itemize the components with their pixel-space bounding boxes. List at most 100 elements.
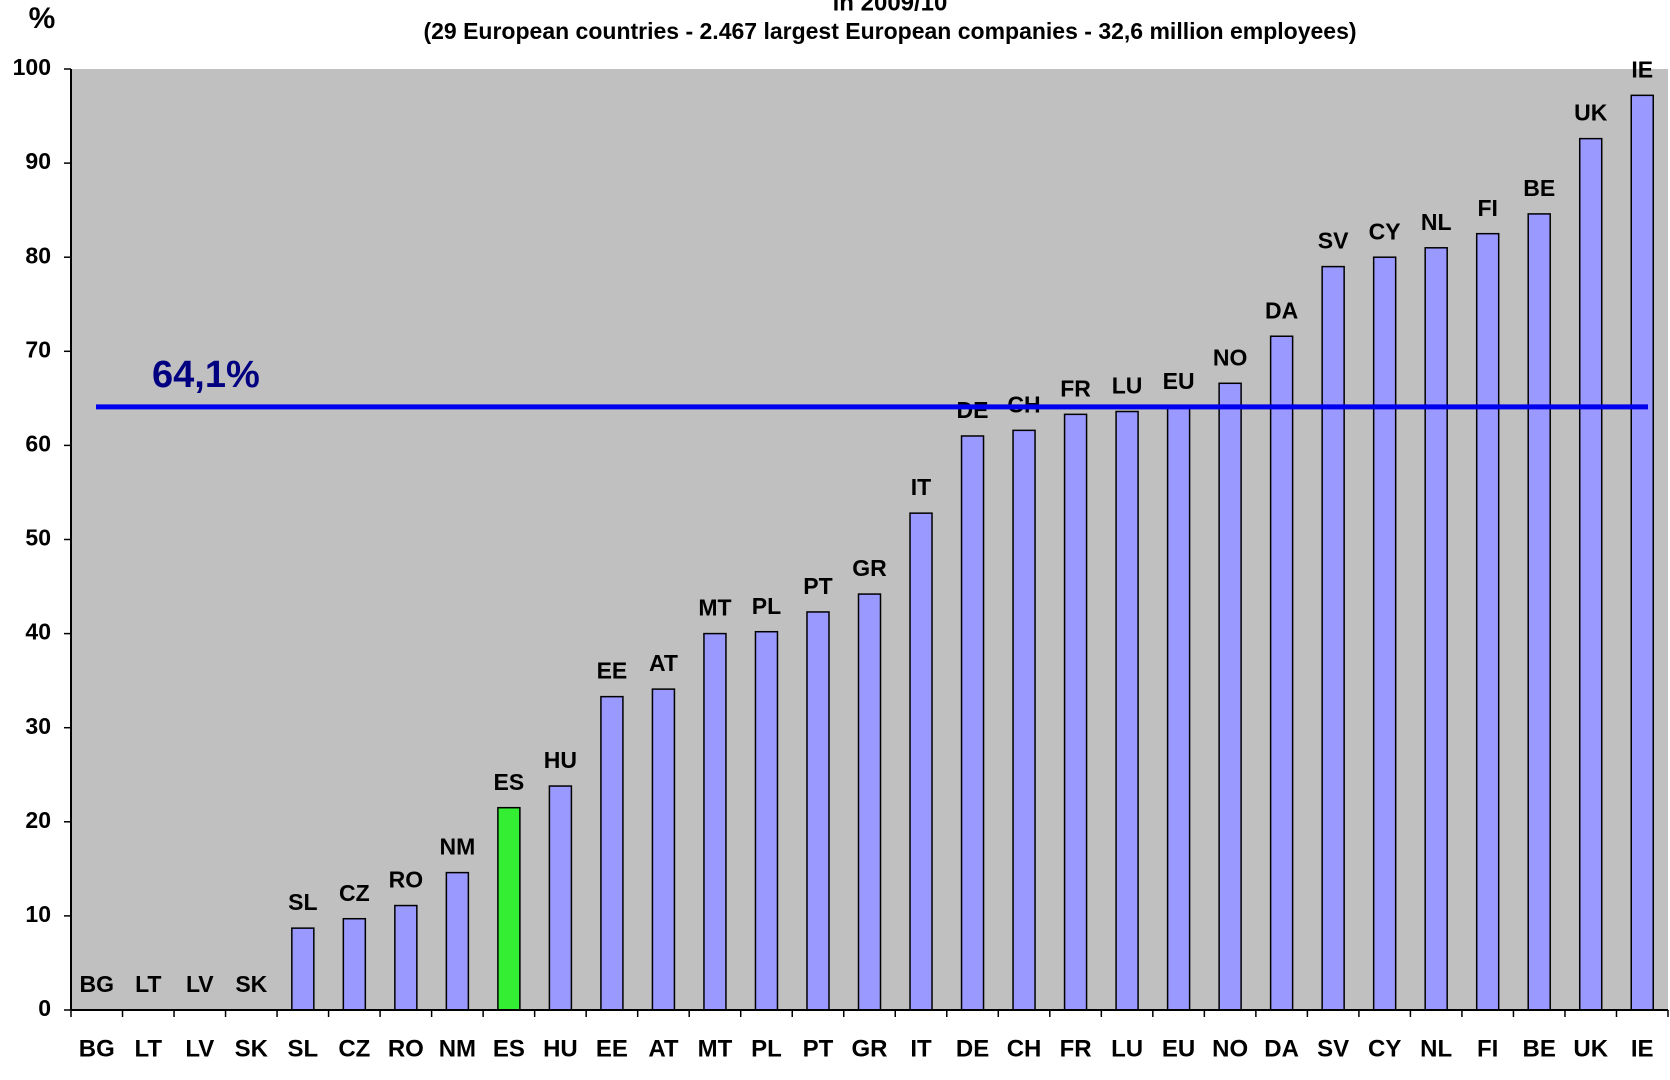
x-tick-label: MT xyxy=(698,1035,733,1062)
bar-label: RO xyxy=(389,867,424,893)
bar xyxy=(1630,94,1654,1011)
bar-label: AT xyxy=(649,650,678,676)
bar xyxy=(806,611,830,1011)
x-tick-label: HU xyxy=(543,1035,578,1062)
bar xyxy=(1269,335,1294,1011)
x-tick-label: EU xyxy=(1162,1035,1195,1062)
x-tick-label: CY xyxy=(1368,1035,1401,1062)
x-tick-label: DA xyxy=(1264,1035,1299,1062)
bar xyxy=(445,871,470,1011)
bar xyxy=(1372,256,1397,1011)
y-tick-label: 50 xyxy=(25,525,51,551)
x-tick-label: SL xyxy=(287,1035,318,1062)
x-tick-label: BG xyxy=(79,1035,115,1062)
y-tick-label: 10 xyxy=(25,901,51,927)
x-tick-label: UK xyxy=(1573,1035,1608,1062)
x-tick-label: SK xyxy=(235,1035,269,1062)
bar xyxy=(394,904,418,1011)
x-tick-label: NL xyxy=(1420,1035,1452,1062)
bar-label: DE xyxy=(957,397,989,423)
x-tick-label: SV xyxy=(1317,1035,1349,1062)
y-tick-label: 60 xyxy=(25,430,51,456)
y-tick-label: 90 xyxy=(25,148,51,174)
bar-label: SK xyxy=(235,971,267,997)
bar xyxy=(1012,429,1036,1011)
x-tick-label: AT xyxy=(648,1035,679,1062)
bar xyxy=(1218,382,1242,1011)
x-tick-label: IE xyxy=(1631,1035,1654,1062)
bar xyxy=(857,593,882,1011)
bar xyxy=(291,927,315,1011)
bar-label: SL xyxy=(288,889,317,915)
bar-label: LT xyxy=(135,971,161,997)
bar-label: BG xyxy=(80,971,115,997)
bar xyxy=(1475,232,1500,1011)
bar xyxy=(1166,406,1191,1011)
bar-label: LV xyxy=(186,971,214,997)
bar-label: LU xyxy=(1112,373,1143,399)
x-tick-label: FI xyxy=(1477,1035,1498,1062)
x-tick-label: EE xyxy=(596,1035,628,1062)
y-tick-label: 0 xyxy=(38,995,51,1021)
y-tick-label: 40 xyxy=(25,619,51,645)
x-tick-label: LT xyxy=(135,1035,163,1062)
bar-label: IE xyxy=(1631,56,1653,82)
x-tick-label: ES xyxy=(493,1035,525,1062)
bar xyxy=(651,688,676,1011)
bar xyxy=(909,512,933,1011)
bar-label: NM xyxy=(439,834,475,860)
bar-label: NL xyxy=(1421,209,1452,235)
bar xyxy=(600,695,624,1011)
x-tick-label: RO xyxy=(388,1035,424,1062)
bar xyxy=(1578,137,1603,1011)
bar xyxy=(1321,265,1345,1011)
chart-title: in 2009/10 xyxy=(833,0,948,16)
bar xyxy=(548,785,573,1011)
x-tick-label: PT xyxy=(803,1035,834,1062)
x-tick-label: BE xyxy=(1523,1035,1556,1062)
bar xyxy=(342,917,367,1011)
bar-label: DA xyxy=(1265,297,1298,323)
y-tick-label: 80 xyxy=(25,242,51,268)
bar xyxy=(754,630,779,1011)
x-tick-label: PL xyxy=(751,1035,782,1062)
bar-label: PL xyxy=(752,593,781,619)
y-tick-label: 20 xyxy=(25,807,51,833)
x-tick-label: DE xyxy=(956,1035,989,1062)
x-tick-label: CZ xyxy=(338,1035,370,1062)
y-tick-label: 30 xyxy=(25,713,51,739)
x-tick-label: FR xyxy=(1060,1035,1092,1062)
bar xyxy=(1527,213,1551,1011)
bar xyxy=(1115,410,1139,1011)
bar-label: ES xyxy=(494,769,525,795)
x-tick-label: CH xyxy=(1007,1035,1042,1062)
bar-label: GR xyxy=(852,555,887,581)
x-tick-label: IT xyxy=(910,1035,932,1062)
reference-label: 64,1% xyxy=(152,354,260,396)
bar-label: EU xyxy=(1163,368,1195,394)
bar-label: HU xyxy=(544,747,577,773)
bar xyxy=(1424,247,1448,1011)
x-tick-label: NM xyxy=(439,1035,476,1062)
bar-label: CY xyxy=(1369,218,1401,244)
x-tick-label: LU xyxy=(1111,1035,1143,1062)
bar-label: NO xyxy=(1213,344,1248,370)
bar xyxy=(960,435,985,1011)
bar-label: BE xyxy=(1523,175,1555,201)
x-tick-label: LV xyxy=(185,1035,214,1062)
bar-label: EE xyxy=(597,658,628,684)
bar-label: CZ xyxy=(339,880,370,906)
bar xyxy=(1063,413,1088,1011)
bar-label: PT xyxy=(803,573,832,599)
bar-label: FR xyxy=(1060,375,1091,401)
chart-subtitle: (29 European countries - 2.467 largest E… xyxy=(423,18,1356,44)
x-tick-label: GR xyxy=(852,1035,888,1062)
bar-label: MT xyxy=(698,595,731,621)
bar-label: UK xyxy=(1574,100,1608,126)
bar xyxy=(703,632,727,1011)
y-axis-label: % xyxy=(29,2,56,35)
bar-label: FI xyxy=(1477,195,1497,221)
y-tick-label: 100 xyxy=(13,54,51,80)
bar-label: IT xyxy=(911,474,931,500)
